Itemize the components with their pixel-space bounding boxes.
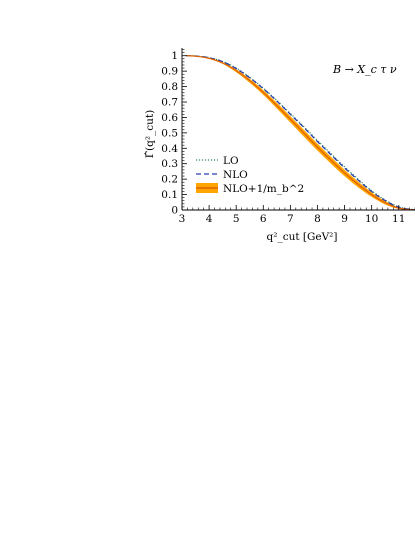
y-tick-label: 0.8 xyxy=(161,81,178,93)
x-tick-label: 6 xyxy=(260,213,267,225)
legend-label: LO xyxy=(223,155,239,167)
legend: LO NLO NLO+1/m_b^2 xyxy=(196,155,304,195)
series-line-nlo-mb2 xyxy=(186,55,415,211)
legend-label: NLO xyxy=(223,169,248,181)
y-axis-title: Γ̂(q²_cut) xyxy=(144,110,156,159)
x-tick-label: 11 xyxy=(392,213,405,225)
legend-label: NLO+1/m_b^2 xyxy=(223,183,304,195)
y-tick-label: 0.7 xyxy=(161,97,178,109)
y-tick-label: 0.9 xyxy=(161,66,178,78)
series-lines-layer xyxy=(186,55,415,211)
y-tick-label: 0.3 xyxy=(161,158,178,170)
band-area-nlo-mb2 xyxy=(186,55,415,211)
axes: 3 4 5 6 7 8 9 10 11 0 0.1 0.2 0.3 0.4 0.5 0.6 0.7 0.8 0.9 1 xyxy=(161,48,415,225)
annotation-process: B → X_c τ ν xyxy=(332,63,397,76)
x-tick-label: 7 xyxy=(287,213,294,225)
x-tick-label: 9 xyxy=(341,213,348,225)
x-axis-title: q²_cut [GeV²] xyxy=(267,231,338,243)
x-tick-label: 3 xyxy=(179,213,186,225)
x-tick-label: 5 xyxy=(233,213,240,225)
series-line-nlo xyxy=(186,55,415,211)
y-tick-label: 0.1 xyxy=(161,189,178,201)
x-tick-label: 4 xyxy=(206,213,213,225)
x-tick-label: 8 xyxy=(314,213,321,225)
x-tick-label: 10 xyxy=(365,213,378,225)
y-tick-label: 0.2 xyxy=(161,174,178,186)
y-tick-label: 0 xyxy=(171,205,178,217)
y-tick-label: 1 xyxy=(171,50,178,62)
y-tick-label: 0.5 xyxy=(161,127,178,139)
uncertainty-band-layer xyxy=(186,55,415,211)
y-tick-label: 0.4 xyxy=(161,143,178,155)
y-tick-label: 0.6 xyxy=(161,112,178,124)
